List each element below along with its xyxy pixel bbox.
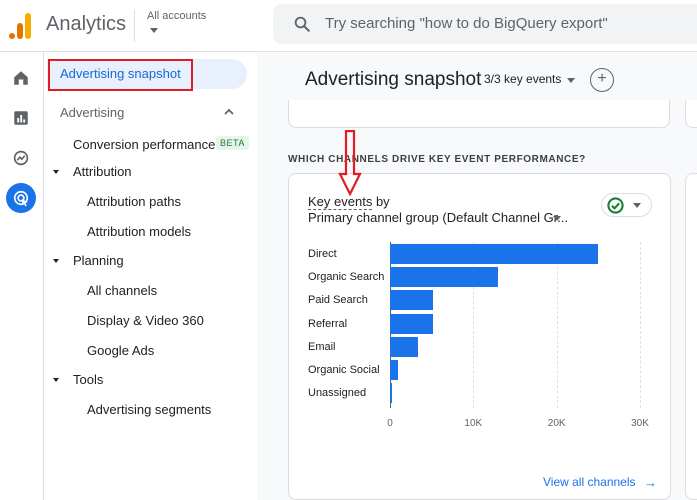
nav-rail [0, 52, 44, 500]
chart-gridline [473, 242, 475, 408]
search-input[interactable]: Try searching "how to do BigQuery export… [325, 15, 608, 32]
sidebar-group-attribution[interactable]: Attribution [73, 164, 132, 179]
sidebar-item-label[interactable]: Advertising snapshot [60, 66, 181, 81]
chart-bar[interactable] [390, 336, 418, 357]
chart-bar[interactable] [390, 313, 433, 334]
account-selector[interactable]: All accounts [147, 10, 207, 22]
chart-tick-label: 10K [464, 418, 483, 429]
chart-category-label: Paid Search [308, 294, 368, 307]
metric-label[interactable]: Key events [308, 194, 373, 210]
app-title: Analytics [46, 13, 127, 35]
chart-bar[interactable] [390, 383, 392, 404]
key-events-dropdown[interactable]: 3/3 key events [484, 72, 562, 86]
search-icon [294, 16, 310, 32]
sidebar-item-attribution-paths[interactable]: Attribution paths [87, 194, 181, 209]
add-comparison-button[interactable]: + [590, 68, 614, 92]
sidebar-item-display-video-360[interactable]: Display & Video 360 [87, 313, 204, 328]
chevron-up-icon[interactable] [223, 106, 235, 118]
chart-tick-label: 20K [547, 418, 566, 429]
expand-triangle-icon[interactable] [53, 259, 59, 263]
data-quality-button[interactable] [601, 193, 652, 217]
chart-gridline [640, 242, 641, 408]
chart-tick-label: 0 [387, 418, 393, 429]
metric-selector[interactable]: Key events by [308, 194, 390, 210]
advertising-icon[interactable] [6, 183, 36, 213]
chevron-down-icon[interactable] [633, 203, 641, 208]
sidebar-group-tools[interactable]: Tools [73, 372, 104, 387]
page-title: Advertising snapshot [305, 69, 482, 90]
chevron-down-icon[interactable] [567, 78, 575, 83]
search-bar[interactable]: Try searching "how to do BigQuery export… [273, 4, 697, 44]
chart-bar[interactable] [390, 360, 399, 380]
chart-category-label: Direct [308, 248, 337, 260]
sidebar-item-advertising-snapshot[interactable] [47, 59, 247, 89]
adjacent-card [685, 173, 697, 500]
chevron-down-icon[interactable] [553, 216, 561, 221]
header-divider [134, 10, 135, 42]
chart-bar[interactable] [390, 244, 599, 264]
chart-category-label: Referral [308, 317, 348, 330]
metric-suffix: by [375, 194, 390, 209]
sidebar-item-advertising-segments[interactable]: Advertising segments [87, 402, 212, 417]
highlight-annotation [48, 59, 193, 91]
chart-category-label: Organic Social [308, 364, 380, 376]
sidebar [44, 52, 257, 500]
sidebar-item-attribution-models[interactable]: Attribution models [87, 224, 192, 239]
previous-card [288, 100, 670, 128]
sidebar-group-planning[interactable]: Planning [73, 253, 124, 268]
explore-icon[interactable] [6, 143, 36, 173]
dimension-selector[interactable]: Primary channel group (Default Channel G… [308, 210, 569, 225]
reports-icon[interactable] [6, 103, 36, 133]
adjacent-card [685, 100, 697, 128]
section-heading: WHICH CHANNELS DRIVE KEY EVENT PERFORMAN… [288, 154, 586, 165]
chart-bar[interactable] [390, 267, 499, 288]
chart-category-label: Unassigned [308, 387, 367, 400]
chart-bar[interactable] [390, 290, 433, 311]
analytics-logo[interactable] [9, 13, 33, 39]
home-icon[interactable] [6, 63, 36, 93]
expand-triangle-icon[interactable] [53, 378, 59, 382]
view-all-channels-link[interactable]: View all channels [543, 475, 636, 489]
top-bar: Analytics All accounts Try searching "ho… [0, 0, 697, 52]
sidebar-item-google-ads[interactable]: Google Ads [87, 343, 155, 358]
red-arrow-annotation [338, 130, 362, 196]
chevron-down-icon[interactable] [150, 28, 158, 33]
expand-triangle-icon[interactable] [53, 170, 59, 174]
sidebar-item-all-channels[interactable]: All channels [87, 283, 158, 298]
sidebar-item-conversion-performance[interactable]: Conversion performance [73, 137, 216, 152]
chart-tick-label: 30K [631, 418, 649, 429]
channels-card [288, 173, 671, 500]
chart-category-label: Email [308, 340, 336, 353]
beta-badge: BETA [216, 136, 249, 150]
chart-category-label: Organic Search [308, 271, 385, 284]
check-circle-icon[interactable] [607, 197, 624, 214]
arrow-right-icon[interactable]: → [644, 475, 657, 490]
chart-gridline [556, 242, 558, 408]
sidebar-section-advertising[interactable]: Advertising [60, 105, 125, 120]
